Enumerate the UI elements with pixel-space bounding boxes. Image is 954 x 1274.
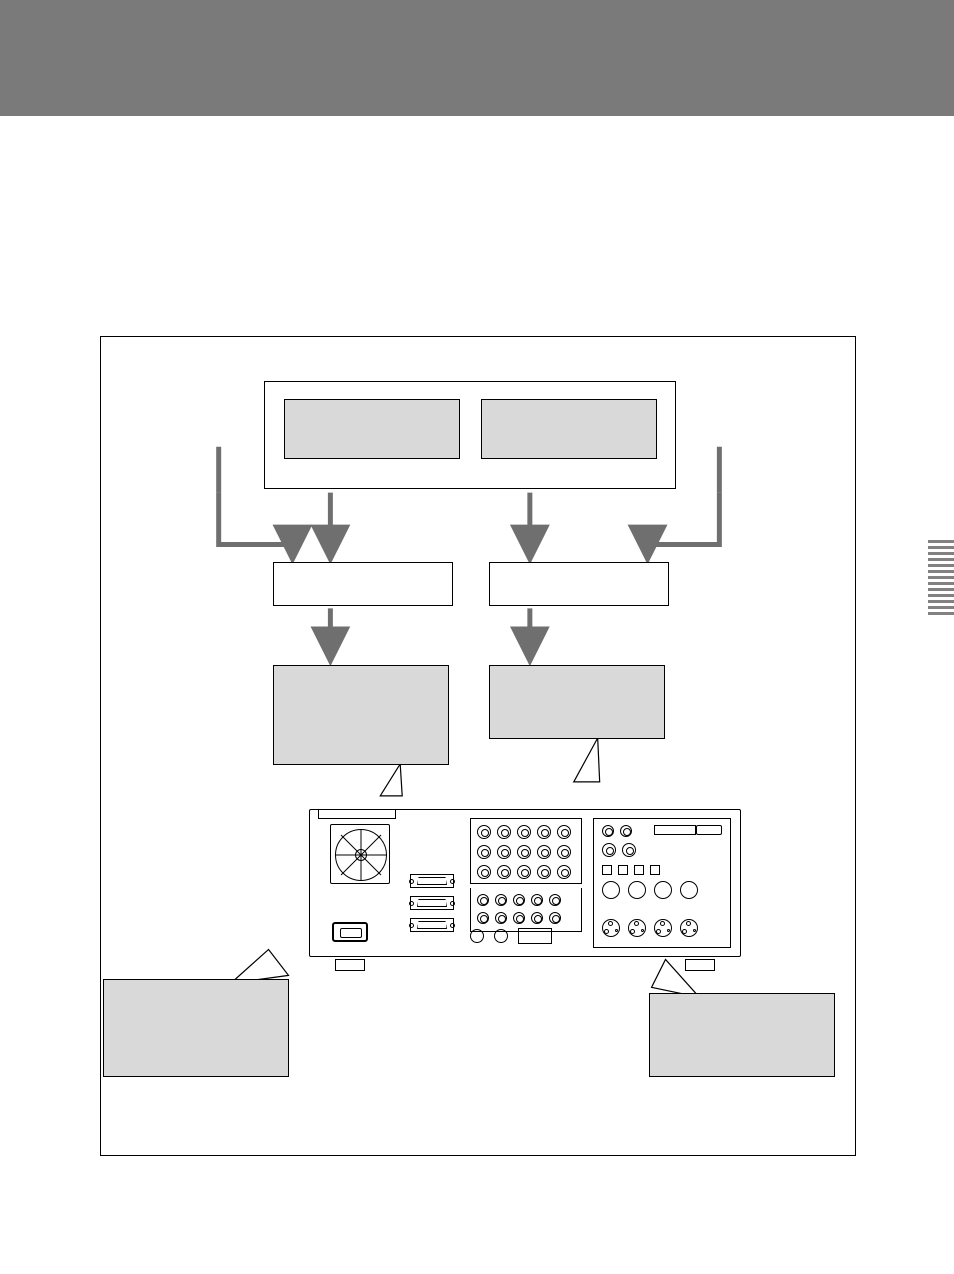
bnc-connector [531, 912, 543, 924]
bnc-connector [537, 865, 551, 879]
mid-left-box [273, 562, 453, 606]
bnc-connector [549, 912, 561, 924]
dip-block [618, 865, 628, 875]
usb-port [696, 825, 722, 835]
bnc-connector [557, 865, 571, 879]
chassis-foot [685, 959, 715, 971]
multi-pin-connector [628, 881, 646, 899]
top-left-grey-box [284, 399, 460, 459]
bnc-connector [531, 894, 543, 906]
dip-block [634, 865, 644, 875]
bnc-connector [557, 825, 571, 839]
bnc-connector [602, 825, 614, 837]
device-chassis [309, 809, 741, 957]
serial-port-stack [410, 874, 454, 940]
bottom-connector-strip [470, 928, 552, 944]
rj-connector [518, 928, 552, 944]
bnc-connector [497, 865, 511, 879]
ac-inlet [332, 922, 368, 942]
bnc-connector [537, 825, 551, 839]
bnc-connector [557, 845, 571, 859]
din-connector [494, 929, 508, 943]
dip-block [650, 865, 660, 875]
xlr-connector [680, 919, 698, 937]
top-right-grey-box [481, 399, 657, 459]
bnc-connector [513, 912, 525, 924]
multi-pin-connector [602, 881, 620, 899]
bnc-connector [477, 825, 491, 839]
din-connector [470, 929, 484, 943]
bnc-connector [517, 825, 531, 839]
bnc-connector [497, 825, 511, 839]
multi-pin-connector [654, 881, 672, 899]
bnc-connector [495, 894, 507, 906]
bnc-connector [602, 843, 616, 857]
bnc-connector [513, 894, 525, 906]
bnc-connector [495, 912, 507, 924]
dip-block [602, 865, 612, 875]
page [0, 0, 954, 1274]
bottom-left-grey [103, 979, 289, 1077]
xlr-connector [628, 919, 646, 937]
diagram-frame [100, 336, 856, 1156]
mid-right-box [489, 562, 669, 606]
bnc-connector [497, 845, 511, 859]
sidebar-tab [928, 540, 954, 618]
bnc-connector [549, 894, 561, 906]
option-slot [654, 825, 696, 835]
bnc-connector [517, 845, 531, 859]
device-rear-panel [305, 809, 745, 979]
callout-right-grey [489, 665, 665, 739]
bnc-connector [517, 865, 531, 879]
xlr-connector [602, 919, 620, 937]
dsub-port [410, 874, 454, 888]
header-bar [0, 0, 954, 116]
dsub-port [410, 896, 454, 910]
bottom-right-grey [649, 993, 835, 1077]
dsub-port [410, 918, 454, 932]
bnc-connector [537, 845, 551, 859]
io-panel-b [593, 818, 731, 948]
bnc-connector [477, 894, 489, 906]
multi-pin-connector [680, 881, 698, 899]
bnc-connector [477, 912, 489, 924]
xlr-connector [654, 919, 672, 937]
callout-left-grey [273, 665, 449, 765]
chassis-foot [335, 959, 365, 971]
bnc-connector [622, 843, 636, 857]
device-handle [318, 809, 396, 819]
fan-grille [330, 824, 390, 884]
bnc-connector [620, 825, 632, 837]
bnc-connector [477, 865, 491, 879]
bnc-connector [477, 845, 491, 859]
